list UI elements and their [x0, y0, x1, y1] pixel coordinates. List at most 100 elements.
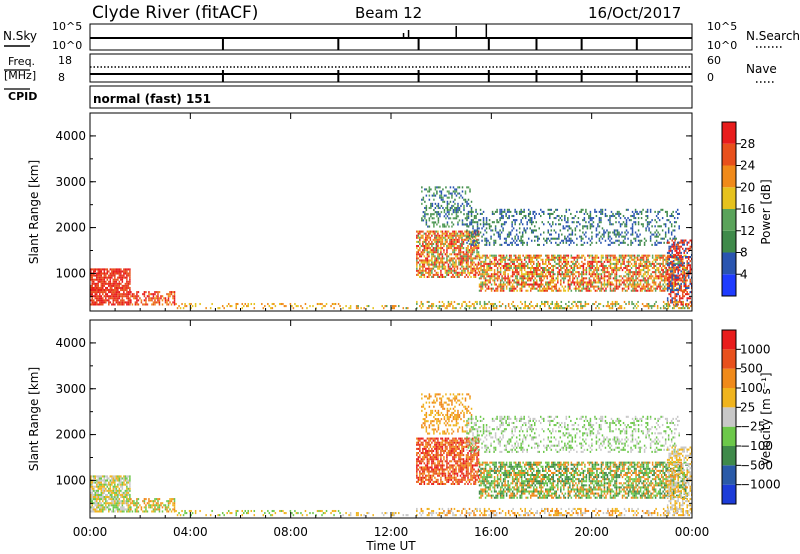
power-cell [490, 273, 493, 276]
power-cell [645, 254, 648, 257]
power-cell [109, 280, 112, 283]
power-cell [423, 251, 426, 254]
power-cell [130, 291, 132, 294]
power-cell [614, 254, 616, 257]
power-cell [429, 230, 432, 233]
power-cell [526, 256, 529, 259]
power-cell [458, 234, 460, 237]
power-cell [618, 275, 621, 278]
power-cell [442, 198, 444, 201]
power-cell [600, 262, 603, 265]
power-cell [671, 251, 673, 254]
power-cell [114, 268, 116, 271]
power-cell [461, 259, 463, 262]
power-cell [618, 254, 621, 257]
power-cell [94, 303, 97, 306]
power-cell [438, 257, 441, 260]
power-cell [514, 275, 517, 278]
power-cell [440, 198, 443, 201]
power-cell [603, 289, 606, 292]
power-cell [612, 277, 615, 280]
velocity-cell [123, 498, 125, 501]
power-cell [585, 289, 588, 292]
power-cell [621, 281, 624, 284]
power-cell [574, 300, 576, 303]
power-cell [426, 267, 429, 270]
power-cell [593, 287, 595, 290]
power-cell [136, 301, 138, 304]
power-cell [536, 235, 539, 238]
velocity-cell [108, 498, 110, 501]
power-cell [642, 279, 645, 282]
power-cell [618, 285, 621, 288]
power-cell [529, 271, 532, 274]
power-cell [624, 279, 627, 282]
power-cell [527, 237, 530, 240]
power-cell [681, 280, 684, 283]
power-cell [91, 274, 94, 277]
power-cell [540, 267, 543, 270]
power-cell [454, 209, 456, 212]
power-cell [532, 281, 535, 284]
power-cell [469, 237, 471, 240]
power-cell [681, 291, 684, 294]
power-cell [560, 273, 562, 276]
power-cell [484, 254, 487, 257]
power-cell [644, 289, 646, 292]
power-cell [161, 299, 164, 302]
power-cell [548, 271, 550, 274]
power-cell [627, 287, 630, 290]
power-cell [661, 237, 664, 240]
velocity-cell [99, 504, 101, 507]
power-cell [661, 208, 664, 211]
power-cell [419, 259, 421, 262]
power-cell [416, 307, 418, 310]
power-cell [157, 297, 159, 300]
power-cell [575, 281, 577, 284]
power-cell [619, 307, 621, 310]
power-cell [680, 239, 682, 242]
power-cell [423, 232, 426, 235]
power-cell [405, 307, 408, 310]
velocity-cell [118, 481, 121, 484]
power-cell [681, 295, 684, 298]
power-cell [93, 291, 95, 294]
power-cell [594, 256, 597, 259]
power-cell [120, 301, 122, 304]
power-cell [430, 213, 432, 216]
power-cell [671, 284, 673, 287]
power-cell [588, 221, 590, 224]
power-cell [467, 271, 469, 274]
power-cell [570, 241, 572, 244]
power-cell [508, 214, 510, 218]
power-cell [127, 268, 130, 271]
power-cell [672, 273, 675, 276]
velocity-cell [112, 487, 115, 490]
power-cell [121, 293, 124, 296]
power-cell [99, 289, 101, 292]
power-cell [112, 274, 115, 277]
power-cell [647, 302, 650, 306]
power-cell [349, 305, 352, 308]
power-cell [598, 237, 601, 240]
velocity-cell [120, 496, 122, 499]
power-cell [673, 241, 676, 244]
power-cell [221, 305, 224, 308]
power-cell [537, 267, 539, 270]
power-cell [608, 279, 610, 282]
power-cell [623, 279, 625, 282]
power-cell [573, 281, 576, 284]
power-cell [471, 249, 474, 252]
power-cell [481, 239, 483, 242]
power-cell [680, 301, 682, 304]
power-cell [450, 271, 453, 274]
power-cell [548, 267, 550, 270]
power-cell [678, 245, 681, 248]
power-cell [531, 260, 533, 263]
power-cell [129, 293, 131, 296]
power-cell [552, 271, 555, 274]
velocity-cell [97, 493, 100, 496]
power-cell [510, 302, 513, 306]
power-cell [446, 190, 449, 193]
power-cell [633, 262, 636, 265]
